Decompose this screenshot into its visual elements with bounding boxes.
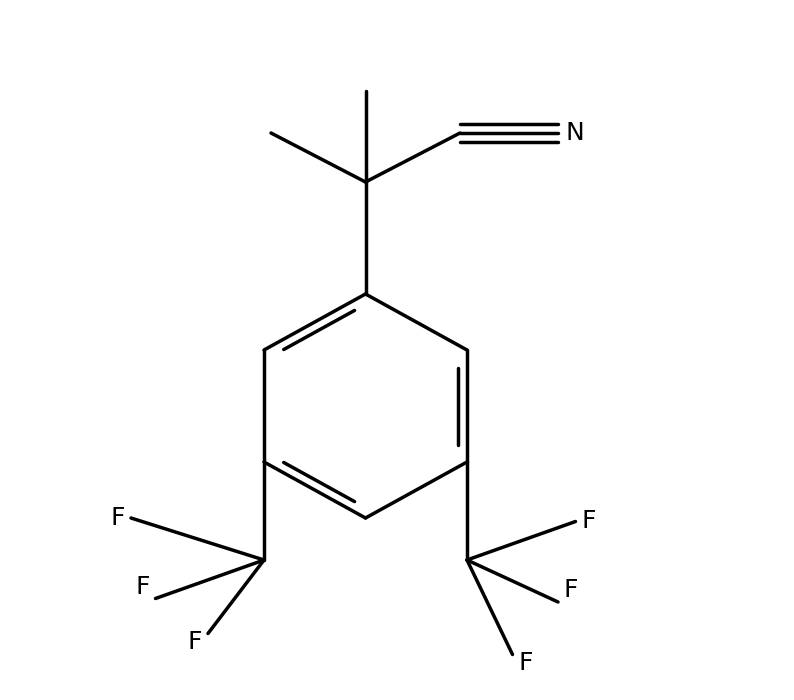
Text: N: N <box>565 121 584 145</box>
Text: F: F <box>581 510 596 533</box>
Text: F: F <box>136 575 150 598</box>
Text: F: F <box>188 630 202 654</box>
Text: F: F <box>111 506 125 530</box>
Text: F: F <box>564 578 578 602</box>
Text: F: F <box>518 651 533 675</box>
